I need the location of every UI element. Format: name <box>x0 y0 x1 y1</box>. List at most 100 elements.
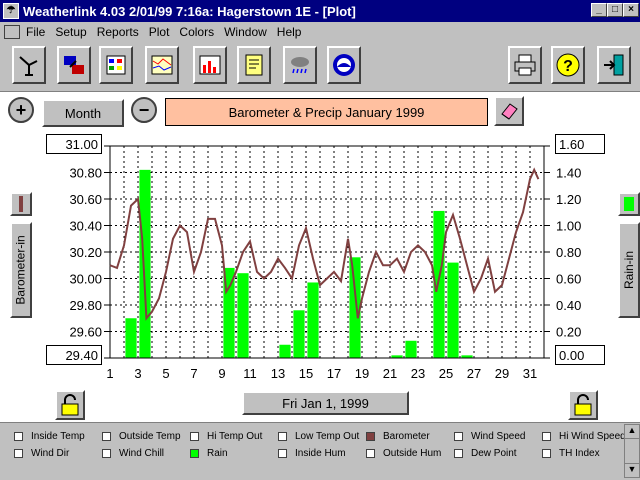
left-axis-label-text: Barometer-in <box>14 235 29 305</box>
legend-checkbox[interactable] <box>366 432 375 441</box>
right-axis-max: 1.60 <box>555 134 605 154</box>
window-title: Weatherlink 4.03 2/01/99 7:16a: Hagersto… <box>23 3 356 19</box>
legend-item-wind-speed[interactable]: Wind Speed <box>454 431 525 442</box>
left-axis-min: 29.40 <box>46 345 102 365</box>
barometer-color-swatch <box>19 196 23 212</box>
right-lock-button[interactable] <box>568 390 598 420</box>
legend-label: Barometer <box>383 431 430 442</box>
legend-item-hi-wind-speed[interactable]: Hi Wind Speed <box>542 431 626 442</box>
legend-item-outside-hum[interactable]: Outside Hum <box>366 448 441 459</box>
legend-item-dew-point[interactable]: Dew Point <box>454 448 517 459</box>
legend-label: Inside Hum <box>295 448 346 459</box>
station-icon <box>19 56 38 76</box>
download-icon <box>64 56 84 74</box>
plot-title: Barometer & Precip January 1999 <box>165 98 488 126</box>
scroll-up-arrow[interactable]: ▲ <box>625 425 639 439</box>
noaa-icon <box>333 54 355 76</box>
legend-checkbox[interactable] <box>14 449 23 458</box>
legend-checkbox[interactable] <box>190 432 199 441</box>
notes-icon <box>245 54 263 76</box>
help-button[interactable]: ? <box>551 46 585 84</box>
legend-item-hi-temp-out[interactable]: Hi Temp Out <box>190 431 262 442</box>
menu-reports[interactable]: Reports <box>96 25 139 39</box>
rain-color-swatch <box>624 197 634 211</box>
scroll-down-arrow[interactable]: ▼ <box>625 463 639 477</box>
right-axis-label[interactable]: Rain-in <box>618 222 640 318</box>
menu-plot[interactable]: Plot <box>148 25 170 39</box>
left-axis-max: 31.00 <box>46 134 102 154</box>
print-icon <box>514 54 536 76</box>
eraser-button[interactable] <box>494 96 524 126</box>
legend-panel: Inside Temp Outside Temp Hi Temp Out Low Te… <box>0 422 640 480</box>
legend-item-wind-dir[interactable]: Wind Dir <box>14 448 69 459</box>
help-icon: ? <box>556 53 580 77</box>
menu-file[interactable]: File <box>26 25 46 39</box>
legend-label: TH Index <box>559 448 600 459</box>
download-button[interactable] <box>57 46 91 84</box>
left-axis-label[interactable]: Barometer-in <box>10 222 32 318</box>
menu-bar: File Setup Reports Plot Colors Window He… <box>0 22 640 61</box>
legend-item-inside-temp[interactable]: Inside Temp <box>14 431 85 442</box>
legend-scrollbar[interactable]: ▲ ▼ <box>624 424 640 478</box>
legend-checkbox[interactable] <box>102 432 111 441</box>
legend-label: Low Temp Out <box>295 431 360 442</box>
app-icon[interactable]: ☂ <box>3 3 19 19</box>
plot-button[interactable] <box>193 46 227 84</box>
legend-label: Rain <box>207 448 228 459</box>
left-lock-button[interactable] <box>55 390 85 420</box>
legend-checkbox[interactable] <box>454 432 463 441</box>
zoom-in-button[interactable]: + <box>8 97 34 123</box>
legend-checkbox[interactable] <box>278 449 287 458</box>
legend-checkbox[interactable] <box>542 432 551 441</box>
right-axis-label-text: Rain-in <box>622 250 637 290</box>
legend-label: Inside Temp <box>31 431 85 442</box>
title-bar: ☂ Weatherlink 4.03 2/01/99 7:16a: Hagers… <box>0 0 640 22</box>
legend-label: Hi Wind Speed <box>559 431 626 442</box>
minimize-button[interactable]: _ <box>591 3 607 17</box>
exit-button[interactable] <box>597 46 631 84</box>
legend-label: Hi Temp Out <box>207 431 263 442</box>
legend-label: Outside Hum <box>383 448 442 459</box>
reports-icon <box>106 55 126 75</box>
legend-item-inside-hum[interactable]: Inside Hum <box>278 448 346 459</box>
noaa-button[interactable] <box>327 46 361 84</box>
print-button[interactable] <box>508 46 542 84</box>
legend-checkbox[interactable] <box>102 449 111 458</box>
station-button[interactable] <box>12 46 46 84</box>
legend-item-rain[interactable]: Rain <box>190 448 228 459</box>
menu-help[interactable]: Help <box>276 25 302 39</box>
close-button[interactable]: × <box>623 3 639 17</box>
notes-button[interactable] <box>237 46 271 84</box>
maximize-button[interactable]: □ <box>607 3 623 17</box>
system-menu-icon[interactable] <box>4 25 20 39</box>
reports-button[interactable] <box>99 46 133 84</box>
period-button[interactable]: Month <box>42 99 124 127</box>
lock-icon <box>61 394 79 416</box>
barometer-color-button[interactable] <box>10 192 32 216</box>
weather-button[interactable] <box>283 46 317 84</box>
legend-checkbox[interactable] <box>278 432 287 441</box>
menu-setup[interactable]: Setup <box>55 25 87 39</box>
legend-checkbox[interactable] <box>454 449 463 458</box>
legend-checkbox[interactable] <box>366 449 375 458</box>
rain-color-button[interactable] <box>618 192 640 216</box>
legend-label: Wind Speed <box>471 431 526 442</box>
legend-item-low-temp-out[interactable]: Low Temp Out <box>278 431 359 442</box>
legend-checkbox[interactable] <box>14 432 23 441</box>
menu-window[interactable]: Window <box>224 25 267 39</box>
legend-label: Dew Point <box>471 448 517 459</box>
weather-icon <box>291 57 309 74</box>
legend-checkbox[interactable] <box>190 449 199 458</box>
plot-icon <box>199 55 221 75</box>
legend-item-barometer[interactable]: Barometer <box>366 431 430 442</box>
zoom-out-button[interactable]: − <box>131 97 157 123</box>
legend-checkbox[interactable] <box>542 449 551 458</box>
legend-item-outside-temp[interactable]: Outside Temp <box>102 431 181 442</box>
lock-icon <box>574 394 592 416</box>
menu-colors[interactable]: Colors <box>179 25 215 39</box>
toolbar: ? <box>0 42 640 92</box>
legend-item-wind-chill[interactable]: Wind Chill <box>102 448 164 459</box>
date-button[interactable]: Fri Jan 1, 1999 <box>242 391 409 415</box>
strip-chart-button[interactable] <box>145 46 179 84</box>
legend-item-th-index[interactable]: TH Index <box>542 448 600 459</box>
